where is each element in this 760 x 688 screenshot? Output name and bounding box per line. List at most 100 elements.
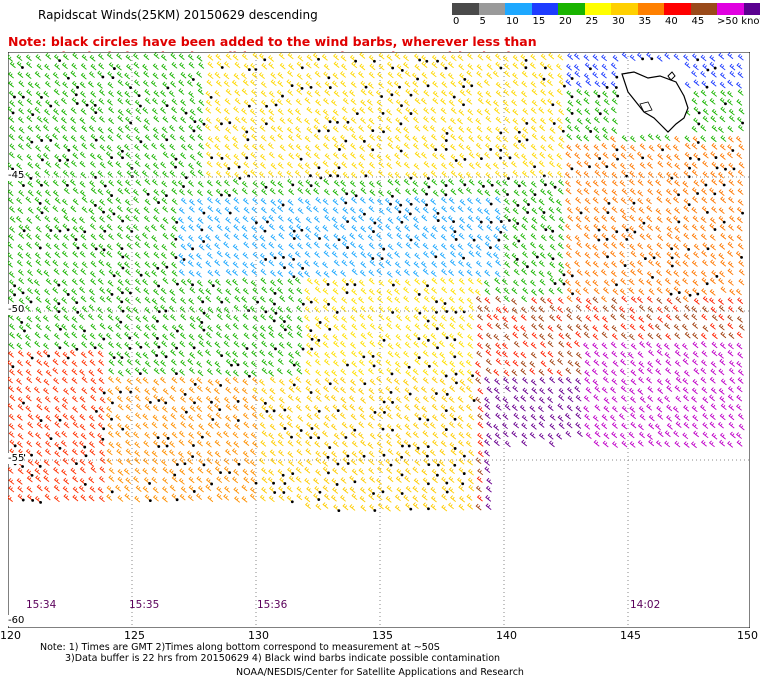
wind-barb — [180, 106, 187, 114]
wind-barb — [72, 152, 79, 160]
wind-barb — [386, 189, 393, 197]
contamination-circle — [157, 284, 161, 288]
wind-barb — [8, 162, 13, 170]
wind-barb — [710, 170, 717, 178]
wind-barb — [369, 161, 376, 169]
contamination-circle — [129, 121, 133, 125]
wind-barb — [27, 189, 34, 197]
wind-barb — [26, 61, 33, 69]
contamination-circle — [724, 102, 727, 106]
wind-barb — [556, 153, 563, 160]
lon-label-135: 135 — [372, 629, 393, 642]
wind-barb — [386, 116, 393, 124]
wind-barb — [42, 152, 49, 160]
wind-barb — [692, 136, 699, 143]
wind-barb — [18, 134, 24, 142]
wind-barb — [251, 189, 258, 196]
wind-barb — [142, 187, 149, 195]
wind-barb — [556, 117, 563, 124]
contamination-circle — [110, 490, 114, 494]
contamination-circle — [40, 183, 43, 187]
wind-barb — [378, 63, 385, 71]
wind-barb — [700, 54, 707, 62]
wind-barb — [737, 53, 744, 61]
wind-barb — [153, 90, 160, 97]
contamination-circle — [408, 392, 412, 396]
wind-barb — [60, 116, 67, 124]
contamination-circle — [696, 58, 700, 62]
wind-barb — [142, 80, 149, 87]
wind-barb — [196, 124, 203, 132]
wind-barb — [223, 134, 230, 142]
contamination-circle — [317, 436, 321, 440]
wind-barb — [387, 80, 394, 87]
wind-barb — [279, 117, 286, 124]
contamination-circle — [67, 76, 70, 80]
wind-barb — [72, 144, 79, 152]
wind-barb — [656, 55, 663, 62]
wind-barb — [530, 53, 537, 61]
wind-barb — [465, 171, 472, 179]
wind-barb — [25, 172, 32, 179]
wind-barb — [106, 98, 113, 106]
wind-barb — [584, 108, 591, 115]
wind-barb — [657, 160, 664, 168]
wind-barb — [341, 187, 348, 195]
wind-barb — [638, 171, 645, 179]
wind-barb — [54, 142, 61, 150]
wind-barb — [494, 188, 501, 196]
wind-barb — [414, 124, 421, 132]
contamination-circle — [282, 491, 286, 494]
wind-barb — [692, 53, 698, 61]
contamination-circle — [389, 202, 392, 206]
wind-barb — [189, 97, 196, 105]
wind-barb — [684, 152, 691, 159]
contamination-circle — [139, 104, 142, 108]
wind-barb — [485, 54, 492, 62]
contamination-circle — [353, 480, 357, 484]
wind-barb — [296, 88, 303, 95]
contamination-circle — [175, 498, 179, 502]
wind-barb — [18, 80, 25, 88]
wind-barb — [573, 53, 580, 60]
wind-barb — [601, 63, 608, 71]
wind-barb — [117, 126, 124, 133]
wind-barb — [27, 125, 34, 132]
wind-barb — [277, 162, 284, 169]
wind-barb — [306, 54, 313, 62]
contamination-circle — [597, 94, 601, 98]
wind-barb — [214, 99, 221, 106]
wind-barb — [132, 189, 139, 196]
wind-barb — [160, 189, 167, 196]
wind-barb — [530, 181, 537, 188]
contamination-circle — [166, 436, 170, 440]
contamination-circle — [282, 255, 285, 259]
contamination-circle — [94, 111, 98, 115]
wind-barb — [710, 151, 717, 158]
wind-barb — [727, 52, 734, 60]
wind-barb — [495, 135, 502, 142]
contamination-circle — [499, 131, 503, 135]
wind-barb — [322, 124, 329, 132]
wind-barb — [350, 143, 357, 150]
scale-swatch — [584, 3, 611, 15]
contamination-circle — [372, 364, 376, 368]
wind-barb — [214, 135, 221, 143]
contamination-circle — [400, 492, 404, 495]
wind-barb — [305, 179, 312, 187]
contamination-circle — [363, 382, 367, 386]
wind-barb — [81, 54, 88, 61]
wind-barb — [620, 152, 627, 160]
contamination-circle — [445, 490, 449, 494]
wind-barb — [719, 97, 726, 105]
wind-barb — [441, 54, 448, 62]
contamination-circle — [390, 372, 394, 376]
wind-barb — [223, 179, 230, 187]
wind-barb — [323, 97, 329, 105]
wind-barb — [225, 127, 232, 134]
wind-barb — [124, 90, 131, 98]
wind-barb — [207, 54, 214, 61]
wind-barb — [431, 54, 438, 62]
wind-barb — [531, 152, 538, 160]
contamination-circle — [453, 338, 457, 342]
